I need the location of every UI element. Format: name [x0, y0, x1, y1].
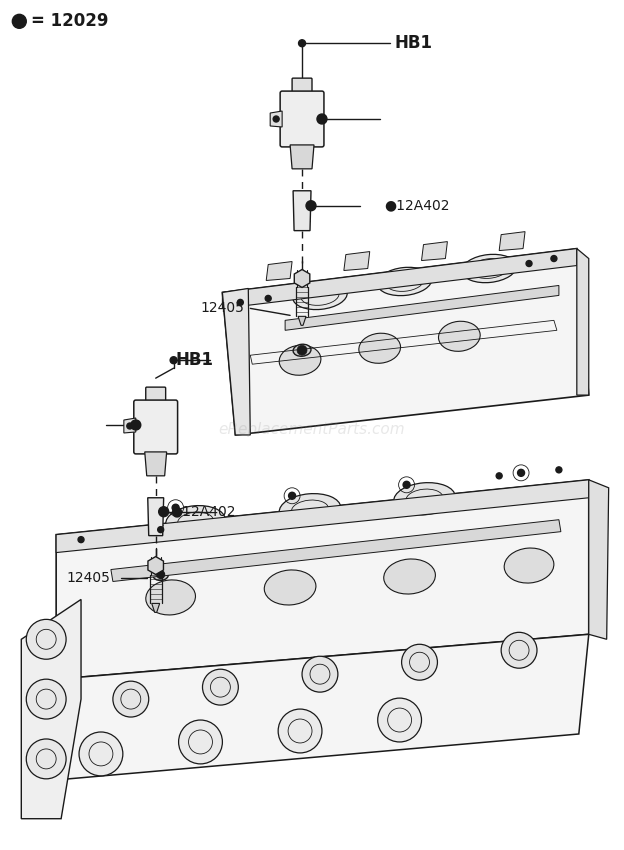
- Circle shape: [12, 14, 26, 28]
- Polygon shape: [266, 262, 292, 280]
- Polygon shape: [148, 498, 163, 536]
- Circle shape: [402, 644, 437, 680]
- Polygon shape: [222, 248, 589, 435]
- Circle shape: [178, 720, 222, 764]
- Circle shape: [78, 536, 84, 542]
- Text: 12405: 12405: [66, 570, 110, 585]
- Circle shape: [278, 709, 322, 753]
- Circle shape: [403, 481, 410, 488]
- Polygon shape: [145, 452, 167, 476]
- Ellipse shape: [279, 345, 321, 375]
- Polygon shape: [56, 479, 589, 679]
- Text: ●12A402: ●12A402: [384, 199, 450, 212]
- Circle shape: [298, 40, 306, 47]
- Ellipse shape: [359, 333, 401, 363]
- Ellipse shape: [378, 267, 432, 296]
- Ellipse shape: [153, 569, 168, 581]
- Polygon shape: [148, 557, 163, 575]
- Circle shape: [273, 116, 279, 122]
- Circle shape: [26, 620, 66, 660]
- FancyBboxPatch shape: [280, 91, 324, 147]
- Polygon shape: [124, 418, 136, 433]
- Ellipse shape: [293, 281, 347, 309]
- Polygon shape: [46, 634, 589, 781]
- Text: 12405: 12405: [200, 302, 245, 315]
- Polygon shape: [499, 232, 525, 251]
- Circle shape: [172, 504, 179, 511]
- Ellipse shape: [293, 344, 311, 356]
- Polygon shape: [152, 604, 160, 612]
- Circle shape: [289, 492, 296, 499]
- Polygon shape: [21, 599, 81, 819]
- Circle shape: [551, 256, 557, 262]
- Circle shape: [501, 632, 537, 668]
- Circle shape: [158, 507, 168, 517]
- Polygon shape: [270, 111, 282, 127]
- Circle shape: [113, 681, 149, 717]
- Circle shape: [131, 420, 141, 430]
- Circle shape: [26, 739, 66, 779]
- Circle shape: [265, 296, 271, 302]
- Text: HB1: HB1: [394, 34, 432, 52]
- Polygon shape: [222, 248, 577, 309]
- Circle shape: [26, 679, 66, 719]
- Polygon shape: [222, 288, 250, 435]
- Polygon shape: [293, 190, 311, 230]
- FancyBboxPatch shape: [146, 387, 165, 403]
- Text: HB1: HB1: [175, 351, 213, 369]
- Polygon shape: [344, 252, 370, 270]
- Circle shape: [378, 698, 421, 742]
- Polygon shape: [295, 269, 310, 287]
- Circle shape: [79, 732, 123, 776]
- Ellipse shape: [462, 254, 517, 283]
- Circle shape: [127, 423, 133, 429]
- Circle shape: [306, 201, 316, 211]
- Circle shape: [317, 114, 327, 124]
- Circle shape: [297, 345, 307, 355]
- Polygon shape: [111, 519, 561, 581]
- Circle shape: [237, 299, 243, 305]
- Text: = 12029: = 12029: [31, 12, 109, 31]
- Polygon shape: [298, 316, 306, 326]
- Ellipse shape: [166, 506, 225, 538]
- Ellipse shape: [265, 570, 316, 605]
- Circle shape: [517, 469, 525, 476]
- Polygon shape: [577, 248, 589, 395]
- Ellipse shape: [384, 559, 436, 594]
- Circle shape: [302, 656, 338, 692]
- Ellipse shape: [146, 580, 195, 615]
- FancyBboxPatch shape: [292, 78, 312, 94]
- Ellipse shape: [439, 321, 480, 351]
- Text: ●12A402: ●12A402: [170, 505, 236, 518]
- Circle shape: [158, 527, 163, 533]
- Ellipse shape: [504, 548, 554, 583]
- Circle shape: [157, 570, 165, 579]
- Ellipse shape: [279, 494, 341, 526]
- Circle shape: [526, 261, 532, 267]
- Text: eReplacementParts.com: eReplacementParts.com: [218, 422, 406, 438]
- Polygon shape: [421, 241, 447, 261]
- Polygon shape: [589, 479, 608, 639]
- Ellipse shape: [394, 483, 456, 515]
- Circle shape: [203, 669, 238, 706]
- Polygon shape: [285, 286, 559, 331]
- Polygon shape: [290, 144, 314, 169]
- Circle shape: [496, 473, 502, 479]
- FancyBboxPatch shape: [134, 400, 178, 454]
- Circle shape: [170, 357, 177, 364]
- Circle shape: [556, 467, 562, 473]
- Polygon shape: [56, 479, 589, 552]
